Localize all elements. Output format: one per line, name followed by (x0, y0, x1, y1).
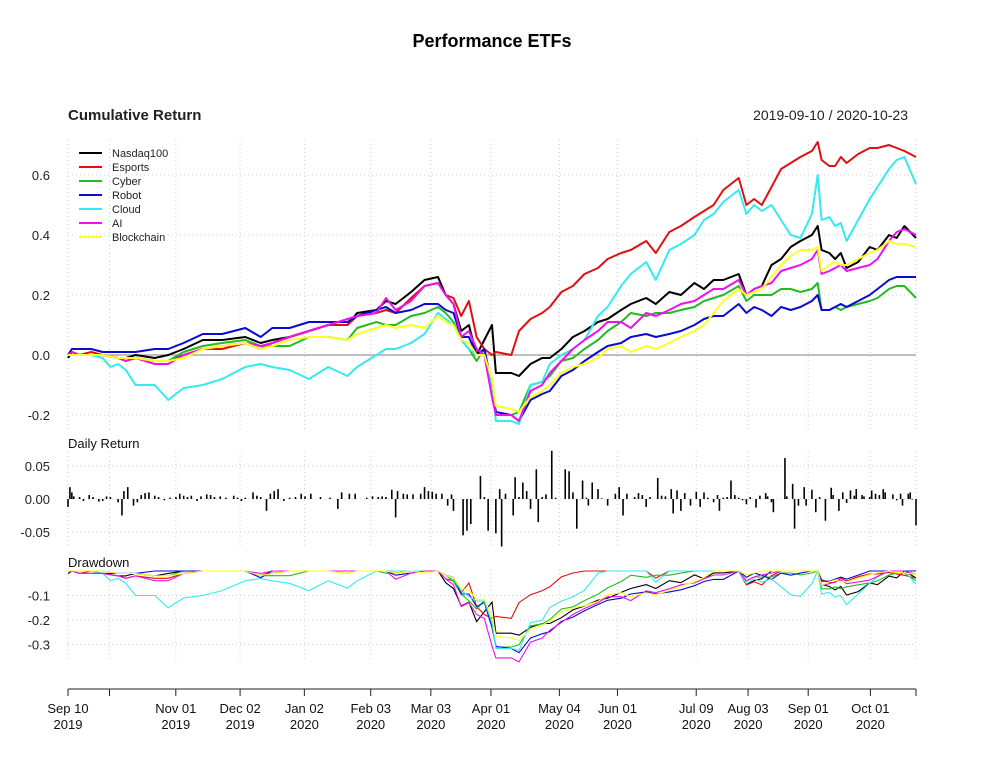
x-tick-year-label: 2020 (682, 717, 711, 732)
x-tick-label: May 04 (538, 701, 581, 716)
cumulative-line-robot (67, 276, 916, 422)
y-tick-label: -0.2 (28, 408, 50, 423)
cumulative-line-nasdaq100 (67, 225, 917, 377)
grid-layer (67, 140, 917, 662)
drawdown-line-robot (68, 570, 916, 654)
y-tick-label: -0.3 (28, 638, 50, 653)
x-tick-year-label: 2020 (545, 717, 574, 732)
legend-label-ai: AI (112, 218, 122, 230)
legend-label-esports: Esports (112, 162, 150, 174)
y-tick-label: 0.4 (32, 228, 50, 243)
x-tick-year-label: 2020 (794, 717, 823, 732)
x-tick-label: Jan 02 (285, 701, 324, 716)
drawdown-panel-title: Drawdown (68, 555, 129, 570)
x-tick-year-label: 2019 (161, 717, 190, 732)
drawdown-line-cyber (68, 570, 917, 648)
x-tick-label: Sep 10 (47, 701, 88, 716)
legend-label-cyber: Cyber (112, 176, 142, 188)
x-tick-year-label: 2019 (54, 717, 83, 732)
x-tick-year-label: 2020 (416, 717, 445, 732)
y-tick-label: 0.00 (25, 492, 50, 507)
x-tick-label: Dec 02 (219, 701, 260, 716)
chart-title: Performance ETFs (412, 31, 571, 51)
x-tick-label: Sep 01 (788, 701, 829, 716)
x-tick-label: Jun 01 (598, 701, 637, 716)
date-range-label: 2019-09-10 / 2020-10-23 (753, 107, 908, 123)
cumulative-line-blockchain (68, 240, 917, 413)
legend-label-cloud: Cloud (112, 204, 141, 216)
legend-label-nasdaq100: Nasdaq100 (112, 148, 168, 160)
y-tick-label: 0.2 (32, 288, 50, 303)
legend: Nasdaq100 Esports Cyber Robot Cloud AI Blockch… (79, 148, 168, 244)
x-tick-label: Mar 03 (411, 701, 451, 716)
x-tick-label: Feb 03 (350, 701, 390, 716)
x-tick-label: Aug 03 (727, 701, 768, 716)
x-tick-label: Apr 01 (472, 701, 510, 716)
drawdown-line-esports (68, 570, 917, 620)
y-tick-label: 0.05 (25, 459, 50, 474)
y-tick-label: 0.6 (32, 168, 50, 183)
x-axis: -0.2 0.0 0.2 0.4 0.6 -0.05 0.00 0.05 -0.3 -0.2 -0.… (20, 168, 917, 732)
x-tick-label: Jul 09 (679, 701, 714, 716)
x-tick-year-label: 2020 (356, 717, 385, 732)
y-tick-label: -0.05 (20, 525, 50, 540)
drawdown-line-cloud (68, 569, 917, 652)
x-tick-year-label: 2020 (603, 717, 632, 732)
cumulative-panel-title: Cumulative Return (68, 107, 201, 124)
drawdown-line-blockchain (68, 570, 917, 642)
x-tick-year-label: 2020 (477, 717, 506, 732)
series-layer (67, 141, 917, 663)
legend-label-blockchain: Blockchain (112, 232, 165, 244)
cumulative-line-cloud (68, 156, 917, 425)
x-tick-label: Oct 01 (851, 701, 889, 716)
x-tick-label: Nov 01 (155, 701, 196, 716)
x-tick-year-label: 2020 (290, 717, 319, 732)
legend-label-robot: Robot (112, 190, 141, 202)
x-tick-year-label: 2020 (734, 717, 763, 732)
x-tick-year-label: 2019 (226, 717, 255, 732)
daily-panel-title: Daily Return (68, 436, 140, 451)
y-tick-label: 0.0 (32, 348, 50, 363)
x-tick-year-label: 2020 (856, 717, 885, 732)
y-tick-label: -0.2 (28, 613, 50, 628)
y-tick-label: -0.1 (28, 589, 50, 604)
